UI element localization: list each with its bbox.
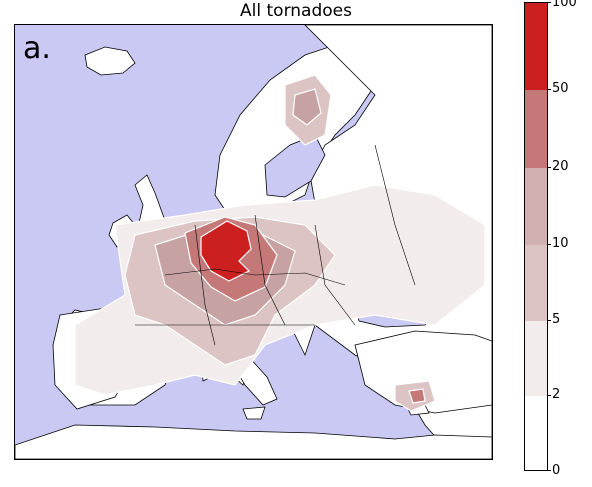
density-greece-inner <box>408 388 426 404</box>
density-finland-inner <box>292 88 322 126</box>
colorbar-bin-20-50 <box>525 90 547 168</box>
colorbar-label: 0 <box>552 463 561 478</box>
colorbar-tick <box>547 470 551 471</box>
colorbar-bin-50-100 <box>525 3 547 90</box>
colorbar-tick <box>547 89 551 90</box>
colorbar-bin-10-20 <box>525 168 547 245</box>
map-title: All tornadoes <box>240 1 352 21</box>
colorbar-label: 50 <box>552 81 569 96</box>
colorbar <box>524 2 548 471</box>
colorbar-label: 10 <box>552 236 569 251</box>
colorbar-bin-2-5 <box>525 321 547 396</box>
baltic-sea <box>264 134 326 198</box>
colorbar-tick <box>547 2 551 3</box>
density-shading <box>74 74 486 412</box>
colorbar-tick <box>547 244 551 245</box>
north-africa <box>15 424 492 459</box>
panel-letter: a. <box>23 31 51 66</box>
colorbar-label: 2 <box>552 387 561 402</box>
colorbar-tick <box>547 320 551 321</box>
borders <box>135 144 416 346</box>
colorbar-tick <box>547 167 551 168</box>
turkey <box>354 330 492 414</box>
sicily <box>242 406 266 420</box>
colorbar-tick <box>547 395 551 396</box>
colorbar-label: 20 <box>552 159 569 174</box>
iceland <box>84 46 136 76</box>
colorbar-label: 100 <box>552 0 577 10</box>
colorbar-bin-0-2 <box>525 396 547 470</box>
colorbar-bin-5-10 <box>525 245 547 321</box>
density-map <box>15 25 492 459</box>
density-bin-50-100 <box>200 220 252 282</box>
map-frame: a. <box>14 24 493 460</box>
colorbar-label: 5 <box>552 312 561 327</box>
